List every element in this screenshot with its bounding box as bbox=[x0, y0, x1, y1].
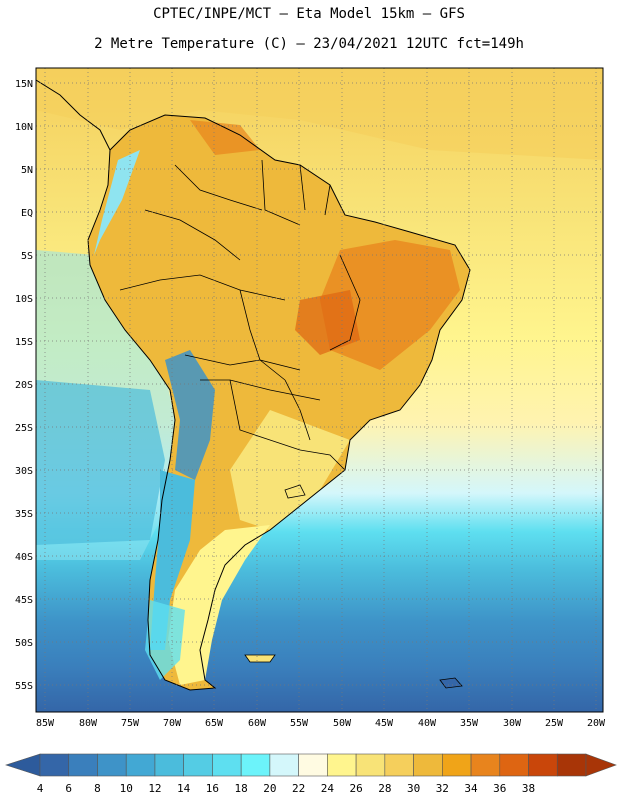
colorbar-label: 24 bbox=[321, 782, 335, 795]
colorbar-label: 26 bbox=[349, 782, 362, 795]
lon-label: 30W bbox=[503, 718, 522, 729]
colorbar-swatch bbox=[499, 753, 529, 777]
lat-label: EQ bbox=[21, 208, 33, 219]
lon-label: 45W bbox=[375, 718, 394, 729]
colorbar-swatch bbox=[528, 753, 558, 777]
lon-label: 55W bbox=[290, 718, 309, 729]
color-legend: 4 6 8 10 12 14 16 18 20 22 24 26 28 30 32 34 36 38 bbox=[5, 753, 617, 795]
colorbar-low-arrow bbox=[5, 753, 41, 777]
colorbar-swatch bbox=[68, 753, 98, 777]
lat-label: 45S bbox=[15, 595, 33, 606]
country-borders bbox=[119, 159, 361, 471]
lat-label: 50S bbox=[15, 638, 33, 649]
longitude-axis: 85W 80W 75W 70W 65W 60W 55W 50W 45W 40W … bbox=[36, 718, 606, 729]
lon-label: 25W bbox=[545, 718, 564, 729]
colorbar-swatch bbox=[125, 753, 156, 777]
map-field bbox=[36, 68, 603, 712]
lon-label: 40W bbox=[418, 718, 437, 729]
lon-label: 70W bbox=[163, 718, 182, 729]
map-title: CPTEC/INPE/MCT – Eta Model 15km – GFS bbox=[153, 6, 465, 22]
colorbar-label: 8 bbox=[94, 782, 101, 795]
map-frame bbox=[35, 67, 604, 713]
colorbar-swatch bbox=[442, 753, 472, 777]
colorbar-label: 38 bbox=[522, 782, 535, 795]
colorbar-label: 20 bbox=[263, 782, 276, 795]
lat-label: 15N bbox=[15, 79, 33, 90]
colorbar-label: 6 bbox=[65, 782, 72, 795]
lon-label: 60W bbox=[248, 718, 267, 729]
lat-label: 20S bbox=[15, 380, 33, 391]
colorbar-swatch bbox=[212, 753, 242, 777]
colorbar-swatch bbox=[97, 753, 127, 777]
colorbar-label: 28 bbox=[378, 782, 391, 795]
colorbar-label: 14 bbox=[177, 782, 191, 795]
colorbar-high-arrow bbox=[585, 753, 617, 777]
colorbar-label: 34 bbox=[464, 782, 478, 795]
lon-label: 80W bbox=[79, 718, 98, 729]
colorbar-label: 32 bbox=[436, 782, 449, 795]
latitude-axis: 15N 10N 5N EQ 5S 10S 15S 20S 25S 30S 35S… bbox=[15, 79, 33, 692]
colorbar-label: 18 bbox=[235, 782, 248, 795]
map-subtitle: 2 Metre Temperature (C) – 23/04/2021 12U… bbox=[94, 36, 524, 52]
colorbar-swatch bbox=[355, 753, 386, 777]
colorbar-swatch bbox=[327, 753, 357, 777]
colorbar-label: 10 bbox=[120, 782, 133, 795]
colorbar-swatch bbox=[470, 753, 501, 777]
colorbar-label: 12 bbox=[148, 782, 161, 795]
colorbar-swatch bbox=[240, 753, 271, 777]
lon-label: 65W bbox=[205, 718, 224, 729]
lon-label: 50W bbox=[333, 718, 352, 729]
lat-label: 5S bbox=[21, 251, 33, 262]
lon-label: 75W bbox=[121, 718, 140, 729]
lon-label: 85W bbox=[36, 718, 55, 729]
lat-label: 55S bbox=[15, 681, 33, 692]
colorbar-swatch bbox=[154, 753, 184, 777]
colorbar-swatch bbox=[39, 753, 70, 777]
lat-label: 15S bbox=[15, 337, 33, 348]
colorbar-swatch bbox=[183, 753, 213, 777]
colorbar-swatch bbox=[556, 753, 587, 777]
lat-label: 5N bbox=[21, 165, 33, 176]
lat-label: 35S bbox=[15, 509, 33, 520]
colorbar-label: 30 bbox=[407, 782, 420, 795]
graticule bbox=[36, 68, 603, 712]
colorbar-label: 22 bbox=[292, 782, 305, 795]
colorbar-label: 4 bbox=[37, 782, 44, 795]
lat-label: 30S bbox=[15, 466, 33, 477]
lon-label: 20W bbox=[587, 718, 606, 729]
lon-label: 35W bbox=[460, 718, 479, 729]
colorbar-label: 36 bbox=[493, 782, 506, 795]
colorbar-label: 16 bbox=[206, 782, 219, 795]
lat-label: 10S bbox=[15, 294, 33, 305]
colorbar-swatch bbox=[298, 753, 328, 777]
colorbar-swatch bbox=[269, 753, 299, 777]
colorbar-swatch bbox=[384, 753, 414, 777]
lat-label: 40S bbox=[15, 552, 33, 563]
lat-label: 25S bbox=[15, 423, 33, 434]
colorbar-swatch bbox=[413, 753, 443, 777]
lat-label: 10N bbox=[15, 122, 33, 133]
